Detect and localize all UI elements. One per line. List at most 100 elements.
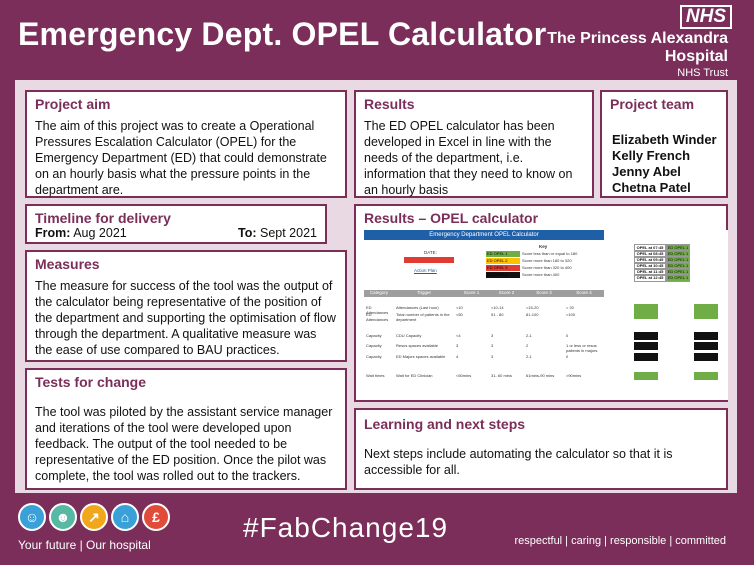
to-label: To: — [238, 226, 257, 240]
result-cell — [634, 372, 658, 380]
pound-icon: £ — [142, 503, 170, 531]
opel-spreadsheet: Emergency Department OPEL Calculator DAT… — [364, 230, 728, 400]
opel-time-label: OPEL at 08:45 — [634, 250, 666, 258]
table-header-cell: Trigger — [394, 290, 454, 297]
result-cell — [634, 304, 658, 312]
table-cell: Capacity — [366, 354, 382, 359]
table-cell: 31- 60 mins — [491, 373, 512, 378]
table-cell: 0 — [566, 354, 569, 359]
from-value: Aug 2021 — [73, 226, 127, 240]
table-cell: CDU Capacity — [396, 333, 422, 338]
result-cell — [694, 332, 718, 340]
table-header-cell: Score 3 — [524, 290, 564, 297]
key-swatch: ED OPEL 1 — [486, 251, 520, 257]
table-cell: > 20 — [566, 305, 574, 310]
learning-heading: Learning and next steps — [364, 416, 526, 432]
table-cell: Attendances (Last hour) — [396, 305, 439, 310]
team-box: Project team Elizabeth Winder Kelly Fren… — [600, 90, 728, 198]
opel-time-label: OPEL at 07:45 — [634, 244, 666, 252]
action-plan-link[interactable]: Action Plan — [414, 268, 437, 273]
result-cell — [634, 353, 658, 361]
key-description: Score more than 180 to 320 — [522, 258, 572, 263]
to-value: Sept 2021 — [260, 226, 317, 240]
measures-box: Measures The measure for success of the … — [25, 250, 347, 362]
learning-text: Next steps include automating the calcul… — [364, 447, 673, 477]
result-cell — [634, 342, 658, 350]
timeline-row: From: Aug 2021 To: Sept 2021 — [35, 226, 317, 240]
table-cell: Capacity — [366, 343, 382, 348]
key-label: Key — [539, 244, 548, 249]
table-header-cell: Category — [364, 290, 394, 297]
table-header-cell: Score 1 — [454, 290, 489, 297]
timeline-heading: Timeline for delivery — [35, 210, 171, 226]
table-header-cell: Score 2 — [489, 290, 524, 297]
table-cell: Capacity — [366, 333, 382, 338]
table-cell: 2 — [526, 343, 529, 348]
table-cell: Resus spaces available — [396, 343, 439, 348]
table-cell: <10-14 — [491, 305, 504, 310]
table-cell: >100 — [566, 312, 576, 317]
results-text: The ED OPEL calculator has been develope… — [364, 119, 573, 197]
opel-time-status: ED OPEL 1 — [666, 274, 690, 282]
result-cell — [694, 311, 718, 319]
trust-values: respectful | caring | responsible | comm… — [514, 535, 726, 547]
opel-heading: Results – OPEL calculator — [364, 210, 539, 226]
project-aim-heading: Project aim — [35, 96, 111, 112]
result-cell — [694, 304, 718, 312]
team-member: Chetna Patel — [612, 180, 691, 195]
table-cell: <15-20 — [526, 305, 539, 310]
table-cell: Total number of patients in the departme… — [396, 312, 450, 322]
timeline-from: From: Aug 2021 — [35, 226, 127, 240]
people-icon: ☺ — [18, 503, 46, 531]
date-field[interactable] — [404, 257, 454, 263]
table-cell: Wait times — [366, 373, 385, 378]
opel-time-label: OPEL at 09:45 — [634, 256, 666, 264]
key-description: Score more than 400 — [522, 272, 560, 277]
team-member: Kelly French — [612, 148, 691, 163]
trust-line-1: The Princess Alexandra — [547, 30, 728, 47]
team-heading: Project team — [610, 96, 695, 112]
nhs-logo: NHS — [679, 5, 732, 29]
tests-text: The tool was piloted by the assistant se… — [35, 405, 333, 483]
results-box: Results The ED OPEL calculator has been … — [354, 90, 594, 198]
table-cell: 0 — [566, 333, 569, 338]
date-label: DATE: — [424, 250, 437, 255]
table-cell: 2-1 — [526, 333, 532, 338]
home-icon: ⌂ — [111, 503, 139, 531]
trust-line-2: Hospital — [664, 48, 728, 65]
trust-name: The Princess Alexandra Hospital NHS Trus… — [547, 30, 728, 80]
key-swatch: ED OPEL 4 — [486, 272, 520, 278]
timeline-to: To: Sept 2021 — [238, 226, 317, 240]
table-cell: 3 — [456, 343, 459, 348]
project-aim-box: Project aim The aim of this project was … — [25, 90, 347, 198]
table-header-cell: Score 4 — [564, 290, 604, 297]
trust-line-3: NHS Trust — [677, 67, 728, 79]
team-list: Elizabeth Winder Kelly French Jenny Abel… — [612, 132, 718, 196]
key-swatch: ED OPEL 2 — [486, 258, 520, 264]
content-area: Project aim The aim of this project was … — [15, 80, 737, 493]
measures-heading: Measures — [35, 256, 100, 272]
opel-time-label: OPEL at 11:45 — [634, 268, 666, 276]
result-cell — [634, 332, 658, 340]
group-icon: ☻ — [49, 503, 77, 531]
team-member: Jenny Abel — [612, 164, 681, 179]
table-cell: <4 — [456, 333, 461, 338]
tests-box: Tests for change The tool was piloted by… — [25, 368, 347, 490]
hashtag: #FabChange19 — [243, 512, 449, 543]
opel-time-label: OPEL at 10:45 — [634, 262, 666, 270]
table-cell: <10 — [456, 305, 463, 310]
table-cell: <50mins — [456, 373, 472, 378]
footer-tagline: Your future | Our hospital — [18, 538, 151, 552]
footer-icons: ☺ ☻ ↗ ⌂ £ — [18, 503, 170, 531]
result-cell — [694, 353, 718, 361]
table-cell: 81-100 — [526, 312, 539, 317]
table-cell: 61mins-90 mins — [526, 373, 555, 378]
growth-icon: ↗ — [80, 503, 108, 531]
table-cell: ED Majors spaces available — [396, 354, 446, 359]
result-cell — [694, 372, 718, 380]
sheet-title: Emergency Department OPEL Calculator — [364, 230, 604, 240]
result-cell — [634, 311, 658, 319]
page-title: Emergency Dept. OPEL Calculator — [18, 16, 547, 52]
table-cell: ED Attendances — [366, 312, 389, 322]
